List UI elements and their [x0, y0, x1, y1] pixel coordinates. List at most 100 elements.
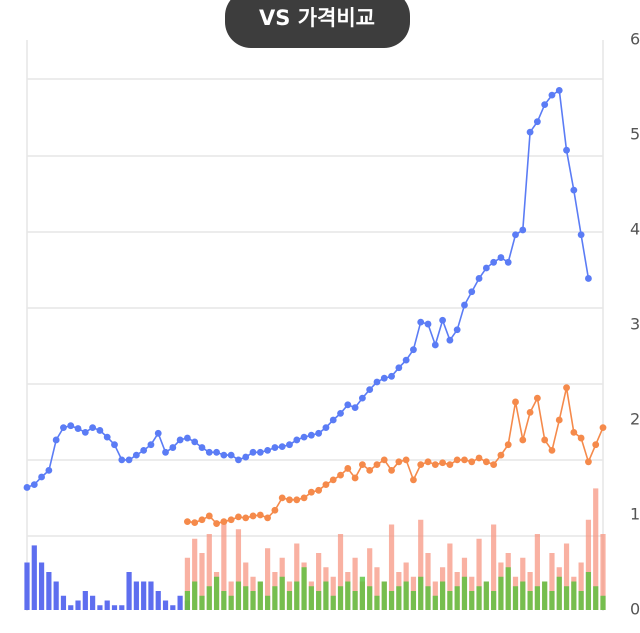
bar [403, 581, 409, 610]
y-tick-label: 1 [630, 505, 640, 524]
point [344, 401, 352, 409]
bar [491, 591, 497, 610]
bar [337, 534, 344, 610]
point [271, 444, 279, 451]
point [373, 378, 381, 386]
point [468, 288, 476, 296]
bar [396, 586, 402, 610]
point [81, 428, 89, 436]
bar [549, 553, 555, 610]
point [424, 458, 432, 466]
point [169, 444, 177, 451]
bar [272, 586, 278, 610]
point [585, 275, 592, 282]
bar [286, 591, 293, 610]
point [256, 511, 264, 519]
point [482, 458, 490, 466]
title-pill [225, 0, 410, 48]
point [322, 424, 330, 431]
y-tick-label: 3 [630, 315, 640, 334]
point [351, 404, 359, 412]
point [205, 448, 213, 456]
bar [410, 591, 417, 610]
bar [192, 581, 198, 610]
point [453, 456, 461, 464]
bar [491, 524, 497, 610]
bar [170, 605, 176, 610]
point [446, 336, 454, 344]
bar [330, 576, 336, 610]
point [461, 301, 468, 309]
point [264, 514, 272, 522]
point [307, 431, 315, 439]
bar [593, 488, 599, 610]
bar [294, 543, 300, 610]
point [103, 433, 111, 441]
point [490, 461, 498, 469]
point [154, 429, 162, 437]
bar [111, 605, 118, 610]
y-tick-label: 4 [630, 220, 640, 239]
bar [68, 605, 74, 610]
y-tick-label: 6 [630, 30, 640, 49]
bar [250, 591, 256, 610]
point [570, 186, 578, 194]
bar [374, 567, 380, 610]
bar [367, 548, 373, 610]
bar [38, 562, 45, 610]
point [439, 316, 446, 324]
bar [374, 595, 380, 610]
point [242, 453, 250, 461]
point [242, 514, 250, 522]
bar [345, 581, 351, 610]
point [468, 458, 476, 466]
point [512, 231, 519, 239]
bar [578, 562, 584, 610]
point [512, 398, 519, 406]
bar [162, 600, 169, 610]
point [67, 422, 75, 430]
point [388, 372, 395, 380]
bar [206, 586, 212, 610]
bar [133, 581, 139, 610]
bar [418, 576, 424, 610]
bar [498, 576, 504, 610]
bar [593, 586, 599, 610]
bar [469, 591, 475, 610]
bar [563, 543, 570, 610]
bar [75, 600, 81, 610]
point [286, 496, 293, 504]
point [358, 461, 366, 469]
bar [542, 581, 548, 610]
point [300, 494, 308, 502]
point [548, 91, 556, 99]
bar [476, 586, 482, 610]
bar [388, 591, 395, 610]
bar [432, 595, 438, 610]
bar [520, 581, 526, 610]
point [526, 128, 534, 136]
point [533, 394, 541, 402]
point [45, 466, 53, 474]
bar [301, 567, 307, 610]
point [96, 427, 104, 434]
point [417, 461, 425, 469]
bar [316, 553, 322, 610]
bar [60, 595, 67, 610]
bar [221, 591, 227, 610]
bar [534, 586, 540, 610]
point [235, 456, 242, 464]
bar [367, 586, 373, 610]
bar [549, 591, 555, 610]
bar [199, 595, 205, 610]
bar [483, 581, 489, 610]
bar [418, 519, 424, 610]
point [132, 451, 140, 459]
bar [265, 595, 271, 610]
point [23, 484, 31, 491]
bar [228, 595, 234, 610]
point [453, 326, 461, 334]
point [446, 461, 454, 469]
point [337, 471, 344, 479]
bar [257, 581, 263, 610]
